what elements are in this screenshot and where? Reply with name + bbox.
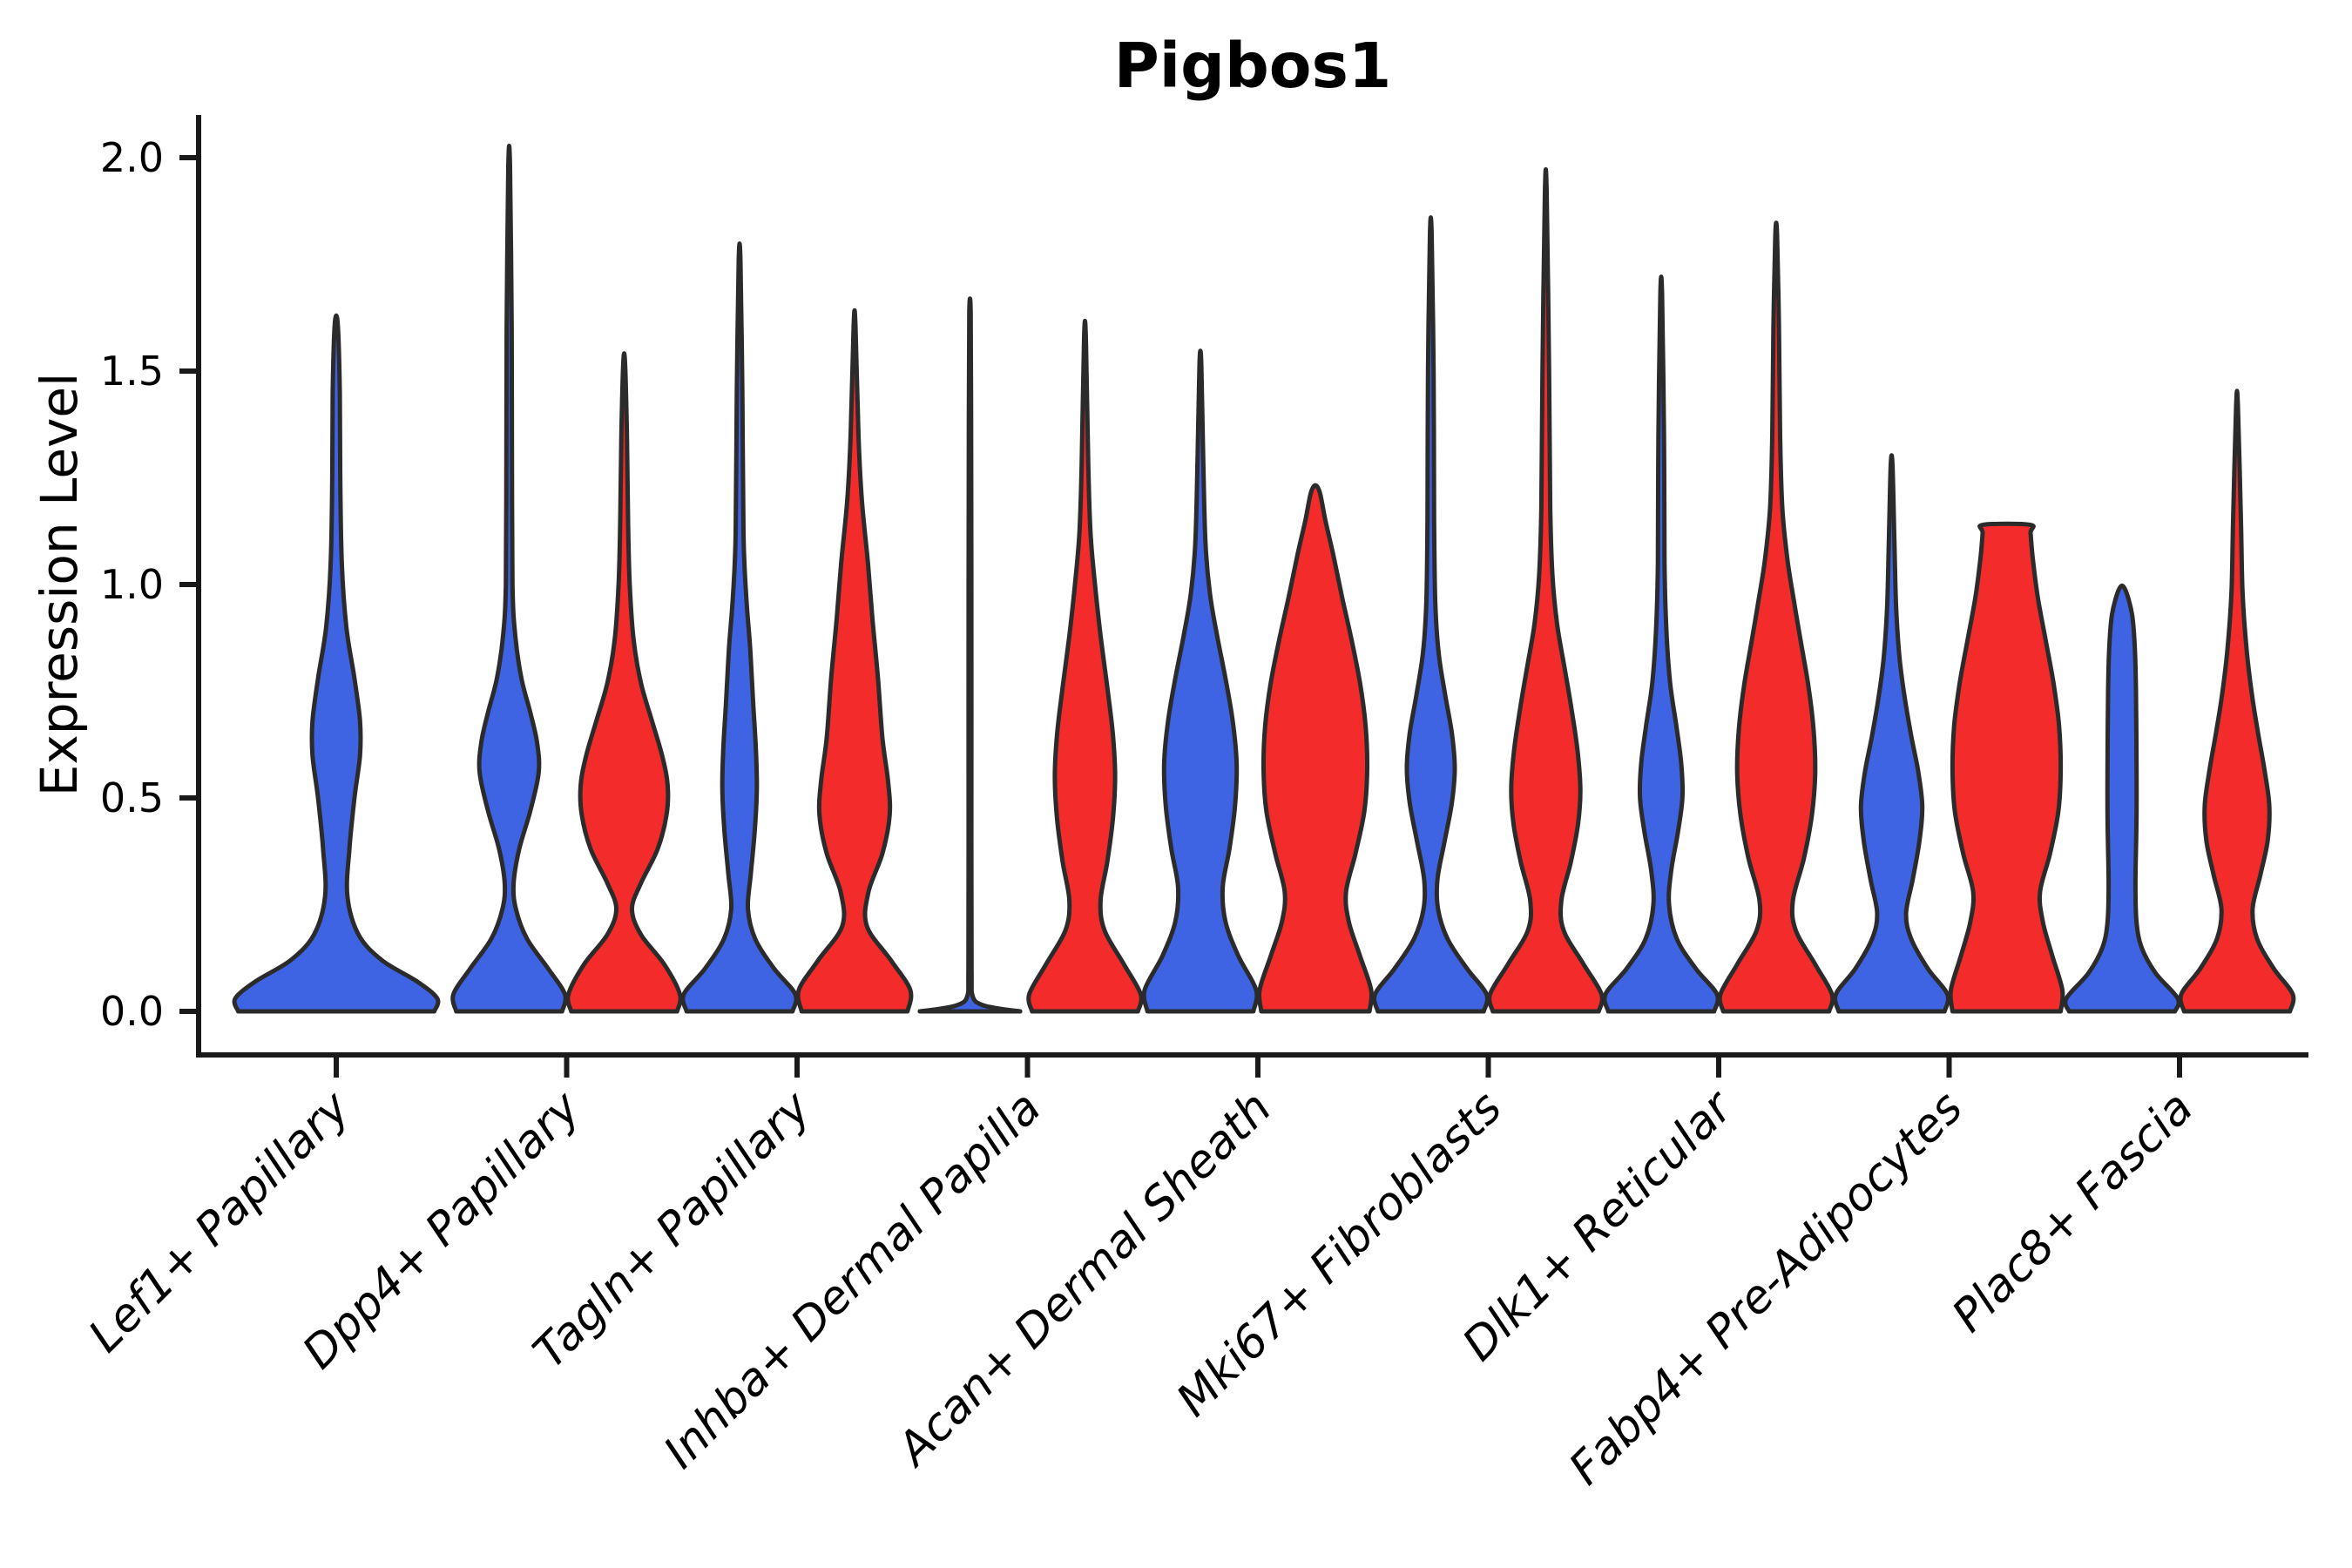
y-tick-label-2: 1.0	[100, 561, 164, 608]
violin-4-blue	[1141, 348, 1260, 1014]
violin-4-red	[1256, 483, 1375, 1014]
violins	[232, 144, 2296, 1014]
violin-7-blue	[1833, 453, 1950, 1014]
y-axis-tick-labels: 0.0 0.5 1.0 1.5 2.0	[100, 134, 164, 1035]
violin-2-red	[795, 308, 914, 1014]
violin-1-blue	[450, 144, 568, 1014]
axes	[179, 115, 2308, 1078]
x-tick-label-7: Fabp4+ Pre-Adipocytes	[1559, 1082, 1973, 1496]
y-tick-label-0: 0.0	[100, 988, 164, 1035]
y-axis-label: Expression Level	[30, 373, 89, 796]
violin-6-red	[1717, 220, 1835, 1014]
page-title: Pigbos1	[1114, 30, 1391, 102]
violin-3-blue	[917, 296, 1023, 1014]
y-tick-label-3: 1.5	[100, 348, 164, 395]
violin-0-blue	[232, 313, 441, 1014]
y-tick-label-1: 0.5	[100, 774, 164, 821]
x-tick-label-3: Inhba+ Dermal Papilla	[654, 1082, 1051, 1479]
violin-5-red	[1487, 167, 1605, 1014]
violin-5-blue	[1372, 215, 1490, 1014]
violin-1-red	[565, 351, 683, 1014]
x-tick-label-4: Acan+ Dermal Sheath	[886, 1082, 1281, 1477]
violin-6-blue	[1602, 274, 1720, 1014]
y-tick-label-4: 2.0	[100, 134, 164, 181]
violin-8-red	[2178, 389, 2296, 1014]
violin-8-blue	[2063, 583, 2181, 1014]
violin-3-red	[1026, 318, 1144, 1014]
violin-7-red	[1948, 521, 2065, 1014]
x-tick-label-8: Plac8+ Fascia	[1943, 1082, 2203, 1342]
violin-2-blue	[680, 241, 799, 1014]
